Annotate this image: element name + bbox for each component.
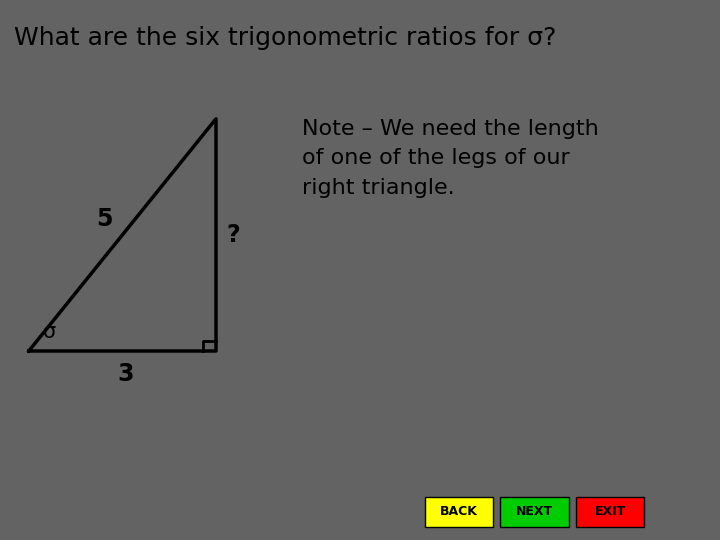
Text: Note – We need the length
of one of the legs of our
right triangle.: Note – We need the length of one of the … bbox=[302, 119, 599, 198]
Text: 3: 3 bbox=[118, 362, 134, 386]
FancyBboxPatch shape bbox=[500, 497, 569, 526]
Text: NEXT: NEXT bbox=[516, 505, 553, 518]
Text: ?: ? bbox=[227, 223, 240, 247]
Text: What are the six trigonometric ratios for σ?: What are the six trigonometric ratios fo… bbox=[14, 26, 557, 50]
Text: σ: σ bbox=[42, 322, 55, 342]
Text: BACK: BACK bbox=[440, 505, 478, 518]
FancyBboxPatch shape bbox=[425, 497, 493, 526]
Text: 5: 5 bbox=[96, 207, 112, 231]
Text: EXIT: EXIT bbox=[595, 505, 626, 518]
FancyBboxPatch shape bbox=[576, 497, 644, 526]
